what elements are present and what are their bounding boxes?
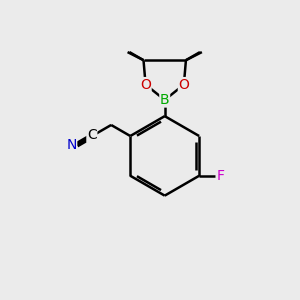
Text: O: O [178,78,189,92]
Text: F: F [217,169,225,183]
Text: B: B [160,93,169,107]
Text: N: N [66,138,76,152]
Text: C: C [87,128,97,142]
Text: O: O [140,78,151,92]
